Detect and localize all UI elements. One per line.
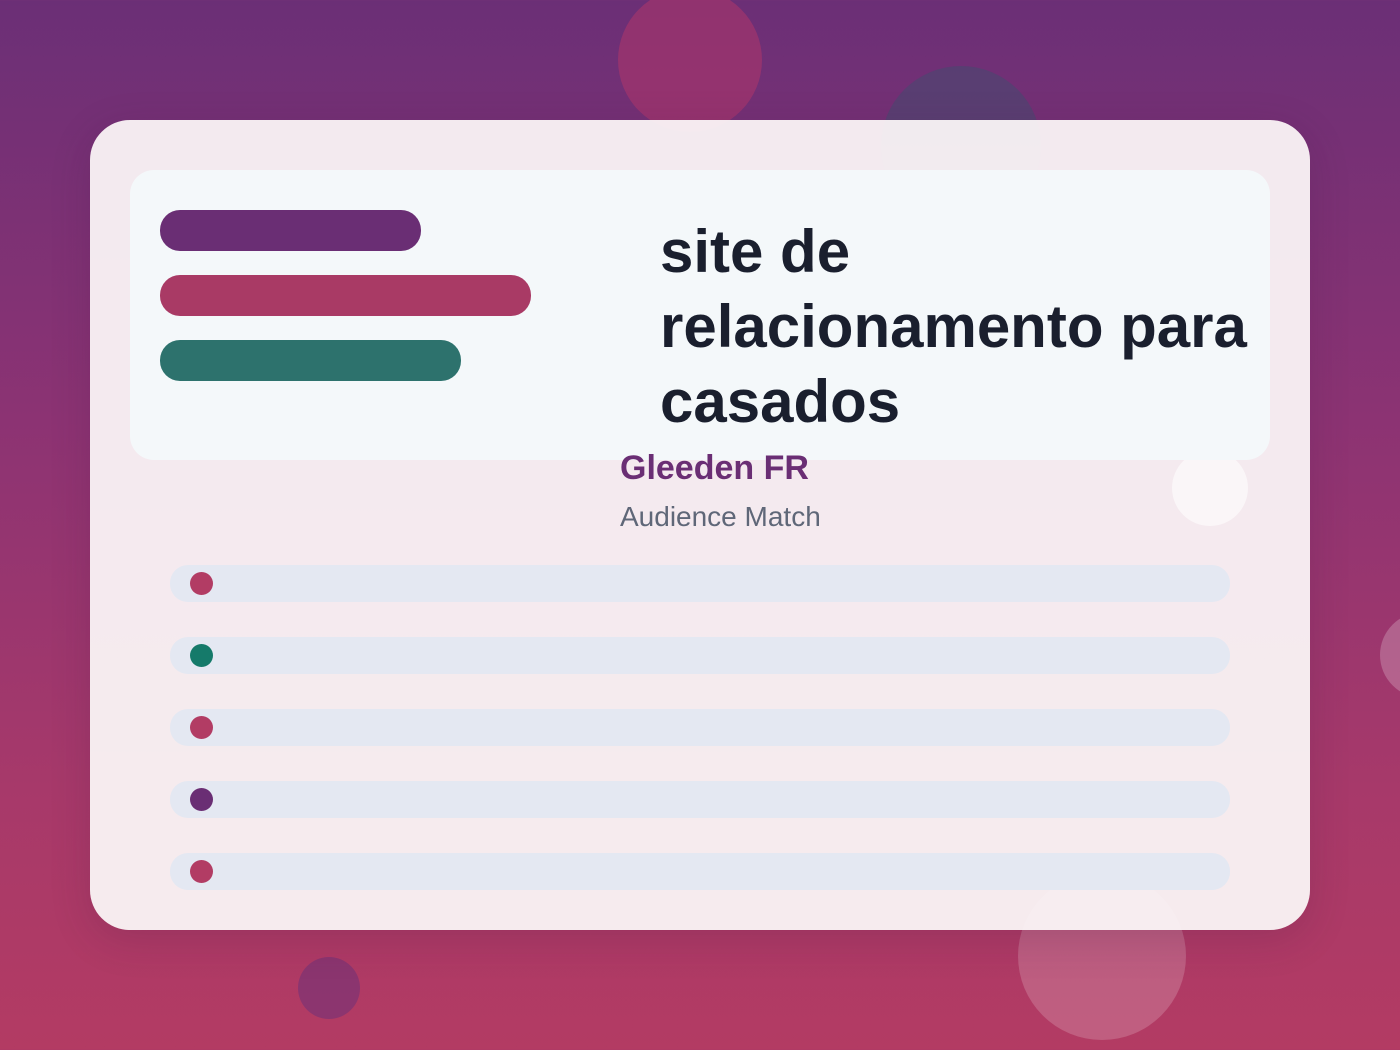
subtitle: Audience Match (620, 501, 821, 532)
header-panel: site de relacionamento para casados (130, 170, 1270, 460)
bullet-dot-icon (190, 644, 213, 667)
decorative-bar-purple (160, 210, 421, 251)
bullet-dot-icon (190, 788, 213, 811)
placeholder-list (170, 565, 1230, 925)
list-item (170, 637, 1230, 674)
bullet-dot-icon (190, 572, 213, 595)
list-item (170, 709, 1230, 746)
page-title: site de relacionamento para casados (660, 218, 1247, 435)
bullet-dot-icon (190, 860, 213, 883)
background-bubble (618, 0, 762, 132)
decorative-bar-teal (160, 340, 461, 381)
list-item (170, 781, 1230, 818)
main-card: site de relacionamento para casados Glee… (90, 120, 1310, 930)
list-item (170, 565, 1230, 602)
background-bubble (1380, 612, 1400, 698)
card-decoration-bubble (1172, 450, 1248, 526)
background-bubble (298, 957, 360, 1019)
brand-name: Gleeden FR (620, 449, 809, 487)
list-item (170, 853, 1230, 890)
decorative-bar-rose (160, 275, 531, 316)
bullet-dot-icon (190, 716, 213, 739)
